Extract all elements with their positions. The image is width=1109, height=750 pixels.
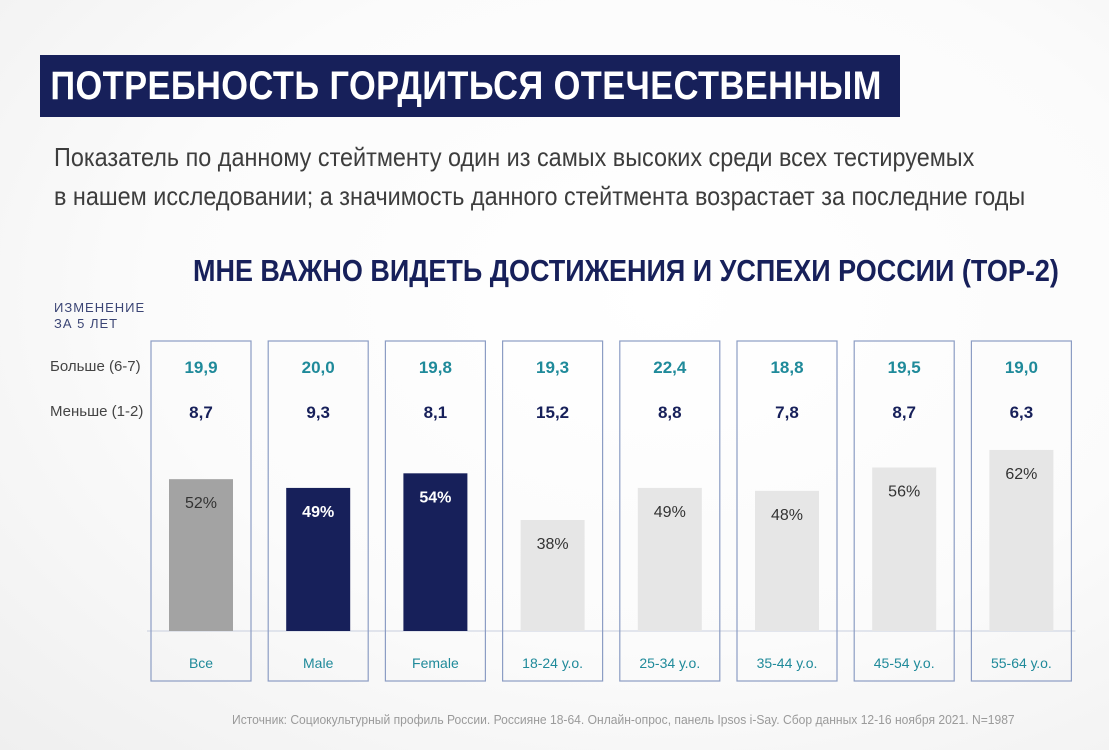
- more-value: 18,8: [770, 358, 803, 377]
- bar-value-label: 52%: [185, 495, 217, 512]
- category-label: Female: [412, 655, 459, 671]
- less-value: 7,8: [775, 403, 799, 422]
- category-label: Male: [303, 655, 334, 671]
- change-label-line-2: ЗА 5 ЛЕТ: [54, 316, 119, 331]
- chart-title: МНЕ ВАЖНО ВИДЕТЬ ДОСТИЖЕНИЯ И УСПЕХИ РОС…: [193, 253, 1059, 288]
- bar-value-label: 38%: [537, 536, 569, 553]
- bar: [755, 490, 819, 631]
- more-value: 19,3: [536, 358, 569, 377]
- change-label: ИЗМЕНЕНИЕ ЗА 5 ЛЕТ: [54, 300, 145, 332]
- bar: [403, 473, 468, 631]
- more-value: 19,9: [184, 358, 217, 377]
- less-value: 15,2: [536, 403, 569, 422]
- bar-value-label: 49%: [302, 504, 334, 521]
- bar-value-label: 62%: [1005, 466, 1037, 483]
- bar: [637, 487, 702, 631]
- more-value: 19,0: [1005, 358, 1038, 377]
- subtitle-line-1: Показатель по данному стейтменту один из…: [54, 142, 975, 172]
- title-banner: ПОТРЕБНОСТЬ ГОРДИТЬСЯ ОТЕЧЕСТВЕННЫМ: [40, 55, 900, 117]
- column-panel: [853, 340, 955, 682]
- less-value: 8,7: [189, 403, 213, 422]
- bar-value-label: 56%: [888, 483, 920, 500]
- more-value: 19,8: [419, 358, 452, 377]
- more-row-label: Больше (6-7): [50, 358, 141, 375]
- less-value: 8,8: [658, 403, 682, 422]
- less-value: 8,7: [892, 403, 916, 422]
- column-panel: [619, 340, 721, 682]
- category-label: 35-44 у.о.: [757, 655, 818, 671]
- bar: [520, 520, 585, 631]
- column-panel: [970, 340, 1073, 682]
- category-label: Все: [189, 655, 213, 671]
- less-value: 8,1: [424, 403, 448, 422]
- bar-value-label: 49%: [654, 504, 686, 521]
- category-label: 25-34 у.о.: [639, 655, 700, 671]
- more-value: 19,5: [888, 358, 921, 377]
- column-panel: [150, 340, 252, 682]
- less-value: 6,3: [1010, 403, 1034, 422]
- bar: [286, 487, 351, 631]
- category-label: 55-64 у.о.: [991, 655, 1052, 671]
- subtitle-line-2: в нашем исследовании; а значимость данно…: [54, 181, 1026, 211]
- bar: [872, 467, 937, 631]
- more-value: 20,0: [302, 358, 335, 377]
- bar-value-label: 54%: [419, 489, 451, 506]
- column-panel: [502, 340, 604, 682]
- change-label-line-1: ИЗМЕНЕНИЕ: [54, 300, 146, 315]
- category-label: 45-54 у.о.: [874, 655, 935, 671]
- more-value: 22,4: [653, 358, 687, 377]
- bar: [169, 479, 233, 631]
- less-value: 9,3: [306, 403, 330, 422]
- column-panel: [736, 340, 838, 682]
- bar-value-label: 48%: [771, 507, 803, 524]
- bar: [989, 449, 1054, 631]
- column-panel: [384, 340, 486, 682]
- category-label: 18-24 у.о.: [522, 655, 583, 671]
- source-note: Источник: Социокультурный профиль России…: [232, 712, 1015, 727]
- subtitle: Показатель по данному стейтменту один из…: [54, 138, 1026, 216]
- column-panel: [267, 340, 369, 682]
- page-title: ПОТРЕБНОСТЬ ГОРДИТЬСЯ ОТЕЧЕСТВЕННЫМ: [50, 63, 882, 108]
- less-row-label: Меньше (1-2): [50, 403, 144, 420]
